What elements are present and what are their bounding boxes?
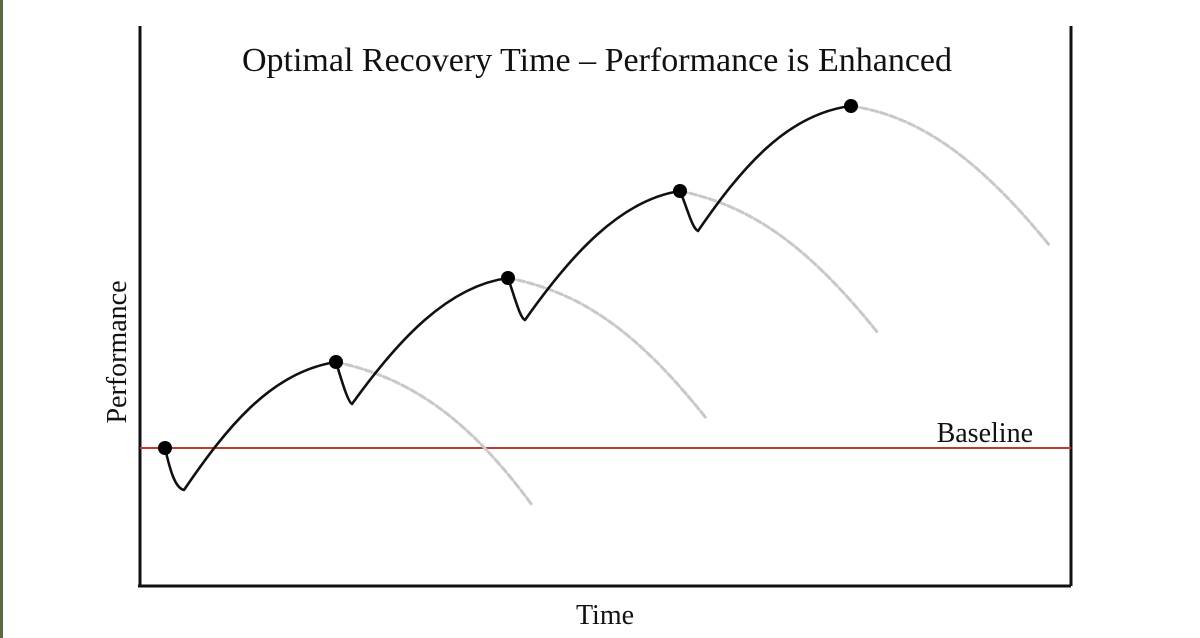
x-axis-label: Time xyxy=(576,600,634,631)
left-edge-strip xyxy=(0,0,3,638)
marker-1 xyxy=(158,441,172,455)
marker-2 xyxy=(329,355,343,369)
supercompensation-markers xyxy=(158,99,858,455)
marker-3 xyxy=(501,271,515,285)
performance-curve xyxy=(163,104,852,492)
baseline-label: Baseline xyxy=(937,418,1033,449)
marker-4 xyxy=(673,184,687,198)
marker-5 xyxy=(844,99,858,113)
decline-curve-4 xyxy=(849,104,1052,248)
decline-curve-3 xyxy=(678,189,880,335)
decline-curve-2 xyxy=(506,276,708,420)
decline-curve-1 xyxy=(334,360,534,507)
y-axis-label: Performance xyxy=(102,280,133,423)
diagram-title: Optimal Recovery Time – Performance is E… xyxy=(242,42,952,79)
decline-curves xyxy=(334,104,1052,507)
